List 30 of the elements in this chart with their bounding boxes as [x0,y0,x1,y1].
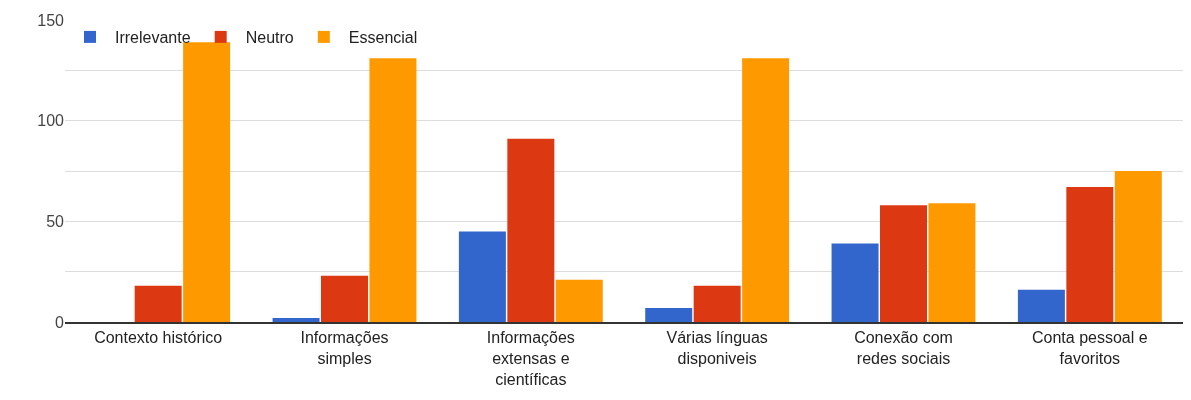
bar [645,307,693,322]
bar [742,58,790,322]
x-tick-label: Conexão com redes sociais [854,329,953,367]
bar [555,279,603,322]
x-tick-label: Conta pessoal e favoritos [1032,329,1148,367]
x-tick-label: Várias línguas disponiveis [666,329,768,367]
bar [272,317,320,322]
bar [1114,171,1162,322]
bar [321,275,368,322]
bar [880,205,927,322]
x-tick-label: Contexto histórico [94,329,223,347]
bar [507,138,555,322]
legend-label: Irrelevante [115,29,191,47]
y-tick-label: 0 [55,313,65,331]
x-tick-label: Informações extensas e científicas [486,329,575,388]
legend-label: Neutro [245,29,294,47]
bar [831,243,879,322]
bar [693,285,741,322]
y-tick-label: 150 [37,11,65,29]
bar [458,231,506,322]
bar [134,285,182,322]
bar [1017,289,1065,322]
x-tick-label: Informações simples [300,329,389,367]
bar [369,58,417,322]
legend-label: Essencial [348,29,418,47]
bar [183,42,231,322]
bar [1066,187,1114,322]
y-tick-label: 100 [37,112,65,130]
bar [928,203,976,322]
y-tick-label: 50 [46,212,65,230]
